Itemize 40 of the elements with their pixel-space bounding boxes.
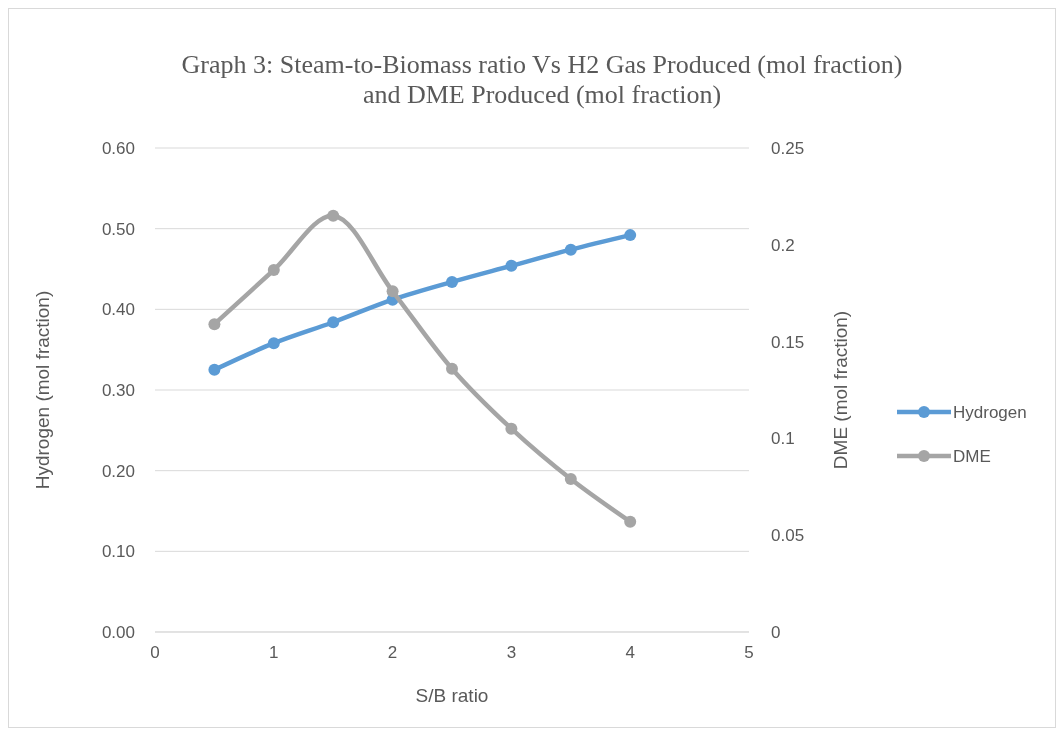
y2-tick-label: 0.25 xyxy=(771,139,805,158)
y-tick-label: 0.60 xyxy=(101,139,135,158)
y-tick-label: 0.00 xyxy=(101,623,135,642)
y2-tick-label: 0.2 xyxy=(771,235,795,255)
y-axis-title: Hydrogen (mol fraction) xyxy=(32,290,53,490)
x-tick-label: 0 xyxy=(150,643,160,662)
y-tick-label: 0.20 xyxy=(101,461,135,481)
y2-tick-label: 0.1 xyxy=(771,429,795,449)
y2-tick-label: 0.05 xyxy=(771,526,805,546)
y2-axis-title: DME (mol fraction) xyxy=(830,310,851,470)
point xyxy=(564,243,577,256)
point xyxy=(624,229,637,242)
x-tick-label: 3 xyxy=(506,643,517,662)
y-tick-label: 0.40 xyxy=(101,300,135,320)
y-tick-label: 0.10 xyxy=(101,542,135,562)
y-tick-label: 0.30 xyxy=(101,381,135,400)
point xyxy=(446,275,458,288)
y2-tick-label: 0 xyxy=(771,623,781,642)
x-tick-label: 5 xyxy=(744,643,754,662)
point xyxy=(564,473,577,486)
point xyxy=(327,209,340,222)
legend-label: DME xyxy=(953,447,991,466)
y-tick-label: 0.50 xyxy=(101,219,135,239)
point xyxy=(505,259,518,272)
point xyxy=(505,422,518,435)
x-tick-label: 2 xyxy=(387,643,398,662)
y2-tick-label: 0.15 xyxy=(771,332,805,352)
point xyxy=(208,363,221,376)
chart-title: Graph 3: Steam-to-Biomass ratio Vs H2 Gas Produced (mol fraction) and DME Produced (mol fraction) xyxy=(181,50,903,109)
point xyxy=(267,263,280,276)
point xyxy=(624,515,637,528)
legend-label: Hydrogen xyxy=(953,403,1027,422)
point xyxy=(208,318,221,331)
x-tick-label: 4 xyxy=(625,643,635,662)
point xyxy=(327,316,340,329)
x-axis-title: S/B ratio xyxy=(415,685,489,706)
point xyxy=(267,337,280,350)
point xyxy=(386,285,399,298)
point xyxy=(446,362,458,375)
x-tick-label: 1 xyxy=(269,643,279,662)
